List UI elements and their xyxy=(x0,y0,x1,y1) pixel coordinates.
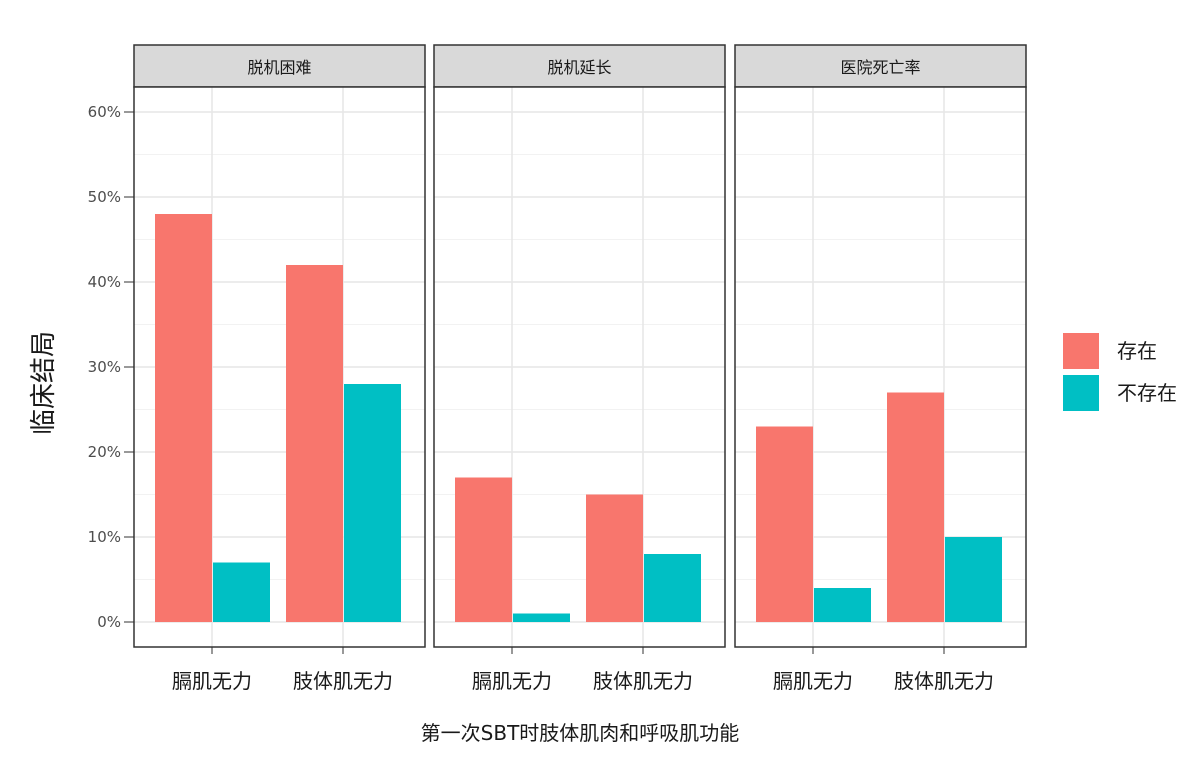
legend-label: 不存在 xyxy=(1117,381,1177,405)
legend-label: 存在 xyxy=(1117,339,1157,363)
bar-absent xyxy=(814,588,871,622)
panel-border xyxy=(734,86,1027,648)
facet-strip-title: 脱机延长 xyxy=(547,58,611,77)
x-axis-title: 第一次SBT时肢体肌肉和呼吸肌功能 xyxy=(421,721,740,745)
bar-absent xyxy=(644,554,701,622)
y-tick-label: 50% xyxy=(88,188,121,206)
x-tick-label: 肢体肌无力 xyxy=(593,669,693,693)
x-tick-label: 膈肌无力 xyxy=(172,669,252,693)
facet-strip-title: 医院死亡率 xyxy=(840,58,920,77)
x-tick-label: 肢体肌无力 xyxy=(894,669,994,693)
y-tick-label: 10% xyxy=(88,528,121,546)
bar-present xyxy=(455,477,512,622)
panel-border xyxy=(133,86,426,648)
facet-strip xyxy=(734,44,1027,88)
bar-present xyxy=(586,494,643,622)
y-tick-label: 60% xyxy=(88,103,121,121)
bar-present xyxy=(756,426,813,622)
y-tick-label: 30% xyxy=(88,358,121,376)
y-tick-label: 20% xyxy=(88,443,121,461)
bar-absent xyxy=(513,613,570,622)
y-tick-label: 40% xyxy=(88,273,121,291)
x-tick-label: 膈肌无力 xyxy=(773,669,853,693)
bar-present xyxy=(286,265,343,622)
facet-strip-title: 脱机困难 xyxy=(247,58,311,77)
legend-key xyxy=(1063,333,1099,369)
facet-strip xyxy=(433,44,726,88)
legend-key xyxy=(1063,375,1099,411)
bar-absent xyxy=(945,537,1002,622)
bar-present xyxy=(887,392,944,622)
bar-absent xyxy=(213,562,270,622)
y-tick-label: 0% xyxy=(97,613,121,631)
x-tick-label: 肢体肌无力 xyxy=(293,669,393,693)
y-axis-title: 临床结局 xyxy=(29,331,59,435)
x-tick-label: 膈肌无力 xyxy=(472,669,552,693)
panel-border xyxy=(433,86,726,648)
bar-present xyxy=(155,214,212,622)
bar-absent xyxy=(344,384,401,622)
y-axis-tick-labels: 0% 10% 20% 30% 40% 50% 60% xyxy=(88,103,134,631)
